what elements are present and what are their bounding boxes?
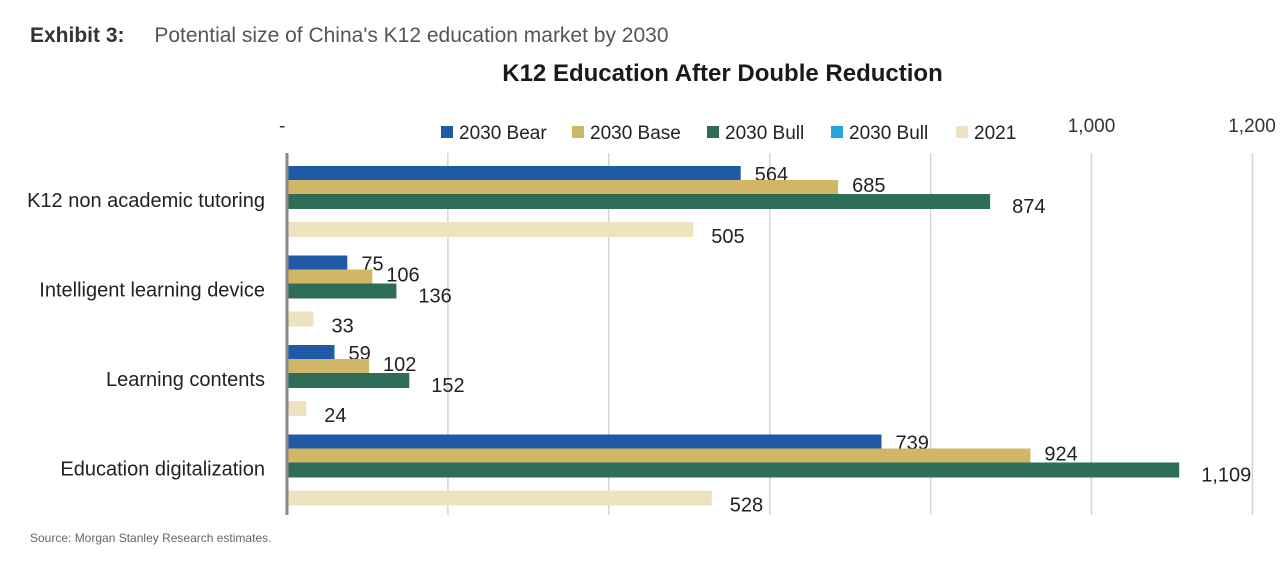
- category-label: K12 non academic tutoring: [27, 190, 265, 212]
- bar: [287, 283, 397, 299]
- data-label: 152: [431, 375, 464, 397]
- bar: [287, 490, 712, 506]
- exhibit-label: Exhibit 3:: [30, 24, 125, 47]
- data-label: 136: [418, 286, 451, 308]
- bar: [287, 180, 839, 195]
- category-label: Learning contents: [106, 369, 265, 391]
- bar: [287, 373, 410, 388]
- bar: [287, 359, 370, 374]
- legend-swatch: [831, 126, 843, 138]
- data-label: 24: [324, 405, 346, 427]
- data-label: 33: [332, 316, 354, 338]
- x-tick-label: 1,000: [1068, 116, 1116, 137]
- bar: [287, 166, 741, 181]
- data-label: 924: [1044, 444, 1077, 466]
- bar: [287, 194, 991, 209]
- legend-label: 2030 Bull: [849, 123, 928, 144]
- data-label: 874: [1012, 196, 1045, 218]
- bar: [287, 434, 882, 450]
- data-label: 106: [386, 265, 419, 287]
- bar: [287, 269, 373, 285]
- legend-swatch: [707, 126, 719, 138]
- legend-label: 2030 Bear: [459, 123, 547, 144]
- bar: [287, 345, 335, 360]
- legend-swatch: [572, 126, 584, 138]
- x-tick-label: 1,200: [1228, 116, 1276, 137]
- chart-title: K12 Education After Double Reduction: [502, 60, 943, 87]
- exhibit-heading: Exhibit 3: Potential size of China's K12…: [30, 24, 669, 48]
- bar: [287, 448, 1031, 464]
- category-label: Education digitalization: [60, 459, 265, 481]
- bar: [287, 462, 1180, 478]
- data-label: 685: [852, 175, 885, 197]
- x-tick-label: -: [279, 116, 285, 137]
- legend-swatch: [956, 126, 968, 138]
- data-label: 102: [383, 354, 416, 376]
- bar: [287, 311, 314, 327]
- data-label: 528: [730, 495, 763, 517]
- legend-label: 2021: [974, 123, 1016, 144]
- legend-label: 2030 Base: [590, 123, 681, 144]
- source-note: Source: Morgan Stanley Research estimate…: [30, 531, 272, 545]
- bar: [287, 401, 307, 416]
- exhibit-title: Potential size of China's K12 education …: [154, 24, 669, 47]
- legend-swatch: [441, 126, 453, 138]
- legend-label: 2030 Bull: [725, 123, 804, 144]
- category-label: Intelligent learning device: [39, 280, 265, 302]
- data-label: 1,109: [1201, 465, 1251, 487]
- bar: [287, 222, 694, 237]
- data-label: 505: [711, 226, 744, 248]
- bar: [287, 255, 348, 271]
